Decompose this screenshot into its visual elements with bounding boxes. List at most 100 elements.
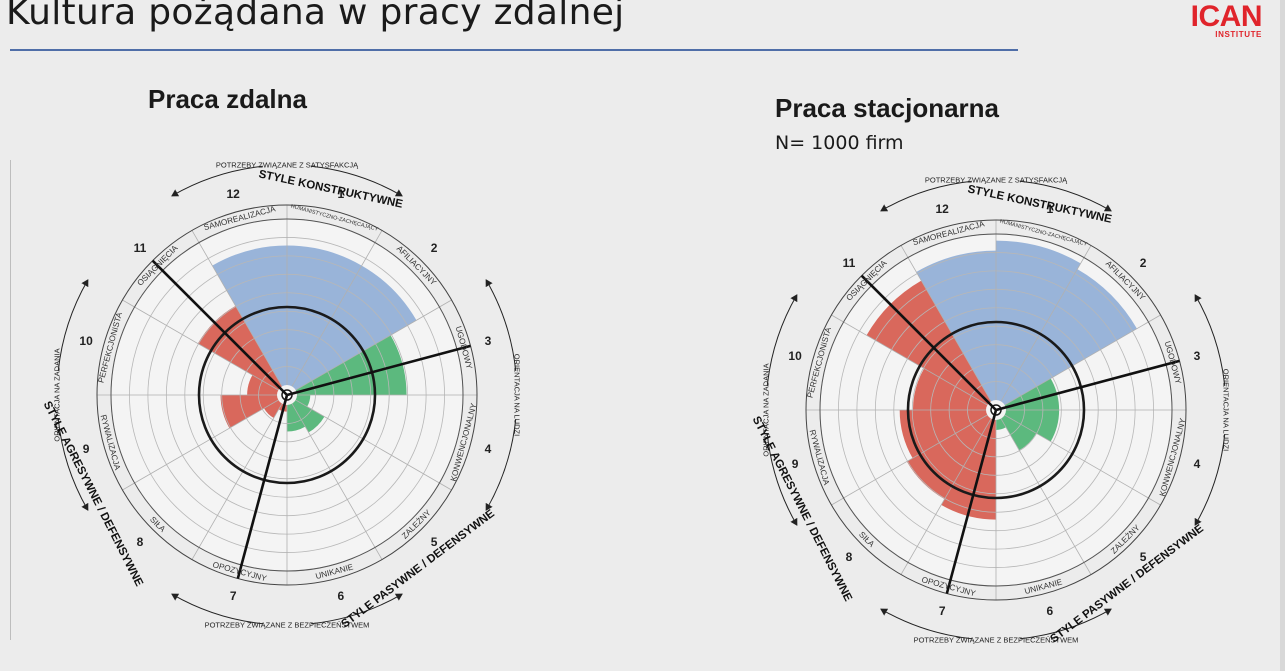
style-number-6: 6 (1046, 604, 1053, 618)
style-number-2: 2 (1140, 256, 1147, 270)
grid-spoke (831, 414, 988, 506)
style-number-10: 10 (79, 334, 93, 348)
grid-spoke (1004, 414, 1161, 506)
style-number-8: 8 (137, 535, 144, 549)
group-divider (995, 359, 1180, 412)
panel-title-office: Praca stacjonarna (775, 93, 1000, 123)
window-edge (1280, 0, 1285, 671)
style-number-2: 2 (431, 241, 438, 255)
style-number-4: 4 (485, 442, 492, 456)
style-number-9: 9 (83, 442, 90, 456)
people-orientation-axis-arrow (485, 418, 517, 511)
panel-title-remote: Praca zdalna (148, 84, 307, 114)
style-number-11: 11 (134, 241, 147, 255)
bar-style-6 (996, 418, 1006, 430)
left-edge-line (10, 160, 11, 640)
bar-style-4 (295, 395, 311, 407)
security-needs-axis-label: POTRZEBY ZWIĄZANE Z BEZPIECZEŃSTWEM (205, 621, 370, 630)
circumplex-office: HUMANISTYCZNO-ZACHĘCAJĄCY1AFILIACYJNY2UG… (750, 176, 1231, 646)
bar-style-10 (247, 375, 279, 395)
group-divider (151, 259, 288, 396)
style-number-4: 4 (1194, 457, 1201, 471)
grid-spoke (122, 399, 279, 491)
data-boundary-ring (819, 233, 1173, 587)
grid-spoke (1000, 418, 1092, 575)
grid-spoke (291, 403, 383, 560)
style-number-12: 12 (935, 202, 949, 216)
group-divider (236, 394, 289, 579)
bar-style-5 (1001, 415, 1037, 451)
bar-style-2 (1001, 269, 1137, 405)
logo-subtitle: INSTITUTE (1215, 30, 1262, 39)
bar-style-6 (287, 403, 306, 432)
grid-spoke (1004, 314, 1161, 406)
satisfaction-needs-axis-arrow (1019, 180, 1112, 212)
bar-style-12 (916, 250, 996, 402)
bar-style-9 (220, 395, 279, 429)
bar-style-8 (906, 415, 991, 500)
security-needs-axis-arrow-back (310, 593, 403, 625)
task-orientation-axis-arrow-back (766, 433, 798, 526)
style-number-6: 6 (337, 589, 344, 603)
style-number-7: 7 (230, 589, 237, 603)
grid-spoke (295, 299, 452, 391)
outer-ring (805, 219, 1187, 601)
style-number-9: 9 (792, 457, 799, 471)
style-number-8: 8 (846, 550, 853, 564)
style-number-1: 1 (337, 187, 344, 201)
bar-style-3 (1004, 378, 1060, 410)
grid-spoke (900, 245, 992, 402)
task-orientation-axis-arrow (766, 294, 798, 387)
bar-style-8 (263, 400, 282, 419)
grid-spoke (291, 230, 383, 387)
task-orientation-axis-label: ORIENTACJA NA ZADANIA (53, 348, 62, 441)
constructive-group-label: STYLE KONSTRUKTYWNE (967, 183, 1114, 225)
logo-wordmark: ICAN (1190, 0, 1263, 33)
data-boundary-ring (110, 218, 464, 572)
satisfaction-needs-axis-arrow-back (171, 165, 264, 197)
people-orientation-axis-arrow-back (1194, 294, 1226, 387)
style-number-10: 10 (788, 349, 802, 363)
group-divider (945, 409, 998, 594)
outer-ring (96, 204, 478, 586)
bar-style-5 (292, 400, 325, 433)
group-divider (286, 344, 471, 397)
median-ring (197, 305, 377, 485)
bar-style-9 (899, 410, 988, 459)
grid-spoke (900, 418, 992, 575)
style-number-11: 11 (843, 256, 856, 270)
bar-style-4 (1004, 410, 1060, 442)
style-number-3: 3 (485, 334, 492, 348)
ican-logo: ICAN INSTITUTE (1170, 0, 1263, 42)
circumplex-remote: HUMANISTYCZNO-ZACHĘCAJĄCY1AFILIACYJNY2UG… (41, 161, 522, 631)
satisfaction-needs-axis-label: POTRZEBY ZWIĄZANE Z SATYSFAKCJĄ (216, 161, 359, 170)
grid-spoke (191, 230, 283, 387)
security-needs-axis-arrow (171, 593, 264, 625)
title-divider (10, 49, 1018, 51)
style-number-3: 3 (1194, 349, 1201, 363)
task-orientation-axis-arrow-back (57, 418, 89, 511)
median-ring (906, 320, 1086, 500)
people-orientation-axis-arrow (1194, 433, 1226, 526)
bar-style-1 (996, 240, 1081, 402)
style-number-7: 7 (939, 604, 946, 618)
satisfaction-needs-axis-arrow-back (880, 180, 973, 212)
people-orientation-axis-label: ORIENTACJA NA LUDZI (513, 354, 522, 436)
grid-spoke (122, 299, 279, 391)
slide-title: Kultura pożądana w pracy zdalnej (6, 0, 625, 33)
style-number-5: 5 (431, 535, 438, 549)
grid-spoke (1000, 245, 1092, 402)
group-divider (860, 274, 997, 411)
constructive-group-label: STYLE KONSTRUKTYWNE (258, 168, 405, 210)
grid-spoke (191, 403, 283, 560)
security-needs-axis-label: POTRZEBY ZWIĄZANE Z BEZPIECZEŃSTWEM (914, 636, 1079, 645)
people-orientation-axis-label: ORIENTACJA NA LUDZI (1222, 369, 1231, 451)
security-needs-axis-arrow (880, 608, 973, 640)
panel-subtitle-office: N= 1000 firm (775, 132, 904, 154)
people-orientation-axis-arrow-back (485, 279, 517, 372)
security-needs-axis-arrow-back (1019, 608, 1112, 640)
task-orientation-axis-arrow (57, 279, 89, 372)
satisfaction-needs-axis-label: POTRZEBY ZWIĄZANE Z SATYSFAKCJĄ (925, 176, 1068, 185)
grid-spoke (295, 399, 452, 491)
satisfaction-needs-axis-arrow (310, 165, 403, 197)
